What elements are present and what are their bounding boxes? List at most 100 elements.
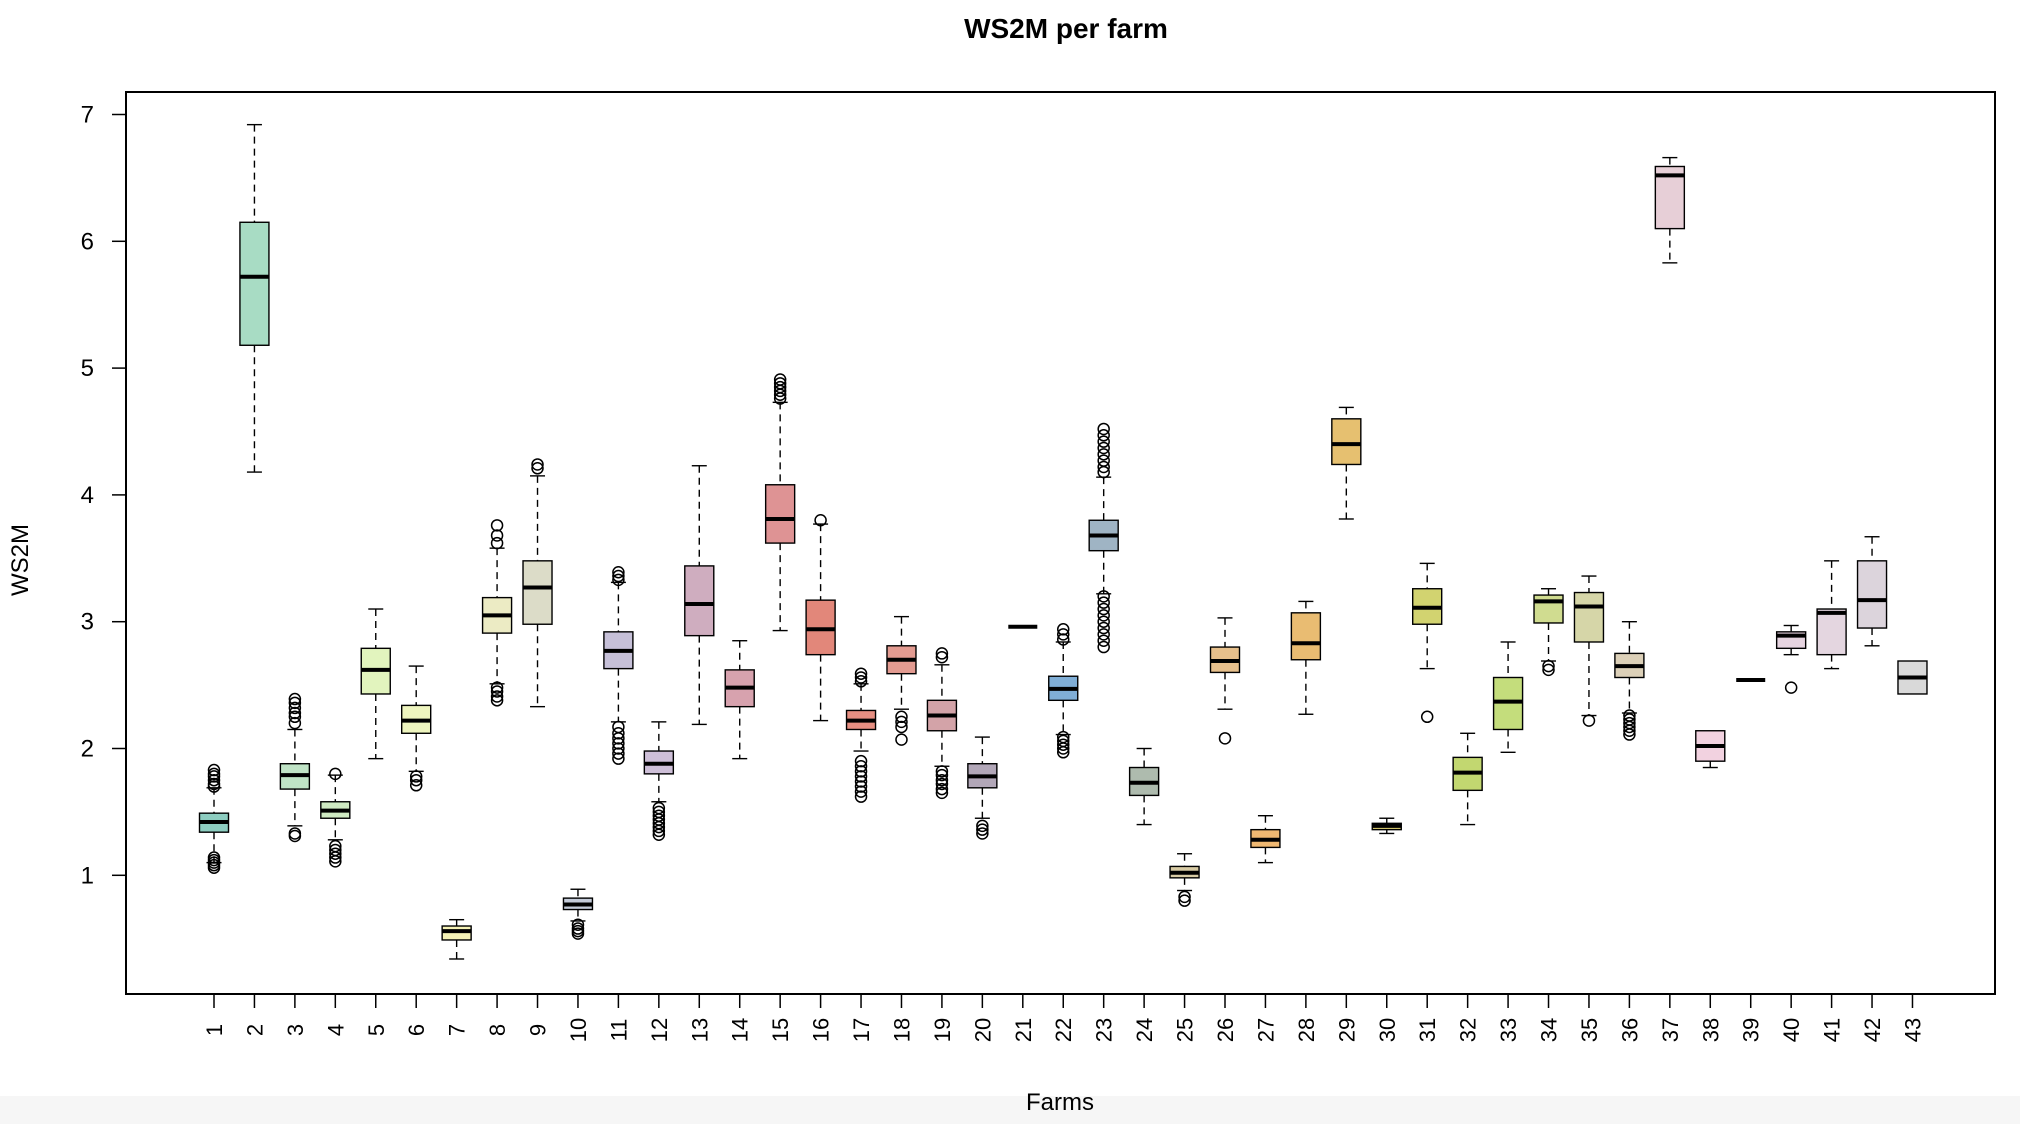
outlier-point	[1097, 441, 1110, 455]
outlier-point	[935, 782, 949, 796]
box-farm-16	[805, 514, 836, 722]
outlier-point	[1097, 628, 1110, 641]
outlier-point	[1097, 448, 1110, 461]
outlier-point	[935, 650, 949, 664]
box-body	[1816, 608, 1847, 656]
x-tick-label: 9	[526, 1024, 551, 1036]
outlier-point	[288, 696, 302, 710]
box-farm-2	[239, 123, 270, 473]
outlier-point	[612, 565, 625, 579]
outlier-point	[490, 690, 504, 703]
x-tick-label: 31	[1415, 1018, 1440, 1042]
chart-title: WS2M per farm	[964, 13, 1168, 44]
y-tick-label: 1	[81, 862, 94, 889]
outlier-point	[1056, 738, 1070, 751]
box-farm-14	[724, 640, 755, 760]
outlier-point	[612, 573, 625, 587]
outlier-point	[1178, 894, 1191, 907]
x-tick-label: 17	[849, 1018, 874, 1042]
x-tick-label: 41	[1820, 1018, 1845, 1042]
box-farm-43	[1897, 660, 1928, 695]
x-tick-label: 42	[1860, 1018, 1885, 1042]
box-farm-38	[1695, 730, 1726, 769]
box-farm-29	[1331, 406, 1362, 520]
outlier-point	[976, 819, 989, 833]
outlier-point	[854, 675, 868, 688]
outlier-point	[854, 765, 868, 778]
outlier-point	[288, 829, 302, 843]
outlier-point	[490, 681, 504, 694]
x-tick-label: 24	[1132, 1018, 1157, 1042]
outlier-point	[895, 733, 908, 746]
outlier-point	[207, 777, 221, 791]
outlier-point	[895, 715, 908, 729]
outlier-point	[1056, 730, 1070, 744]
x-tick-label: 35	[1577, 1018, 1602, 1042]
x-axis: 1 2 3 4 5 6 7 8 9 10 11 12 13 14 15 16 17 18 19 20 21 22 23 24 2…	[202, 993, 1925, 1042]
outlier-point	[612, 737, 625, 750]
box-farm-1	[198, 763, 230, 874]
outlier-point	[1097, 621, 1110, 635]
outlier-point	[1097, 602, 1110, 616]
outlier-point	[854, 770, 868, 783]
outlier-point	[895, 710, 908, 724]
outlier-point	[773, 380, 787, 394]
outlier-point	[207, 773, 221, 787]
outlier-point	[490, 536, 504, 550]
box-farm-22	[1048, 623, 1079, 759]
x-tick-label: 22	[1051, 1018, 1076, 1042]
outlier-point	[1097, 640, 1110, 654]
x-tick-label: 38	[1698, 1018, 1723, 1042]
window-bottom-strip	[0, 1096, 2020, 1124]
outlier-point	[1218, 732, 1232, 745]
x-tick-label: 34	[1537, 1018, 1562, 1042]
box-farm-32	[1452, 732, 1483, 826]
box-farm-35	[1573, 575, 1605, 727]
x-tick-label: 8	[485, 1024, 510, 1036]
outlier-point	[207, 767, 221, 781]
outlier-point	[531, 462, 544, 475]
box-farm-8	[481, 519, 513, 707]
box-farm-15	[764, 373, 796, 632]
x-tick-label: 21	[1011, 1018, 1036, 1042]
x-tick-label: 36	[1617, 1018, 1642, 1042]
x-tick-label: 11	[606, 1019, 631, 1042]
box-farm-19	[926, 647, 958, 800]
outlier-point	[935, 786, 949, 800]
outlier-point	[976, 823, 989, 836]
x-tick-label: 16	[809, 1018, 834, 1042]
outlier-point	[1056, 633, 1070, 646]
y-tick-label: 4	[81, 482, 94, 509]
outlier-point	[490, 529, 504, 542]
outlier-point	[288, 692, 302, 706]
outlier-point	[612, 720, 625, 734]
outlier-point	[1097, 596, 1110, 609]
outlier-point	[854, 754, 868, 768]
box-farm-12	[643, 721, 675, 841]
x-tick-label: 14	[728, 1018, 753, 1042]
box-farm-24	[1128, 747, 1160, 826]
x-tick-label: 23	[1092, 1018, 1117, 1042]
box-farm-9	[522, 458, 553, 708]
outlier-point	[854, 775, 868, 788]
outlier-point	[1056, 734, 1070, 748]
outlier-point	[329, 839, 342, 853]
outlier-point	[854, 790, 868, 803]
outlier-point	[409, 779, 423, 792]
outlier-point	[1097, 634, 1110, 647]
outlier-point	[207, 763, 221, 777]
outlier-point	[652, 805, 666, 819]
box-farm-36	[1614, 621, 1645, 741]
y-axis: 1 2 3 4 5 6 7	[81, 102, 127, 889]
y-tick-label: 6	[81, 228, 94, 255]
outlier-point	[490, 519, 504, 532]
outlier-point	[773, 373, 787, 386]
box-farm-17	[845, 667, 877, 803]
outlier-point	[1420, 710, 1434, 724]
outlier-point	[288, 716, 302, 730]
outlier-point	[612, 727, 625, 740]
x-tick-label: 32	[1456, 1018, 1481, 1042]
outlier-point	[329, 843, 342, 857]
x-tick-label: 40	[1779, 1018, 1804, 1042]
box-farm-37	[1654, 156, 1686, 264]
